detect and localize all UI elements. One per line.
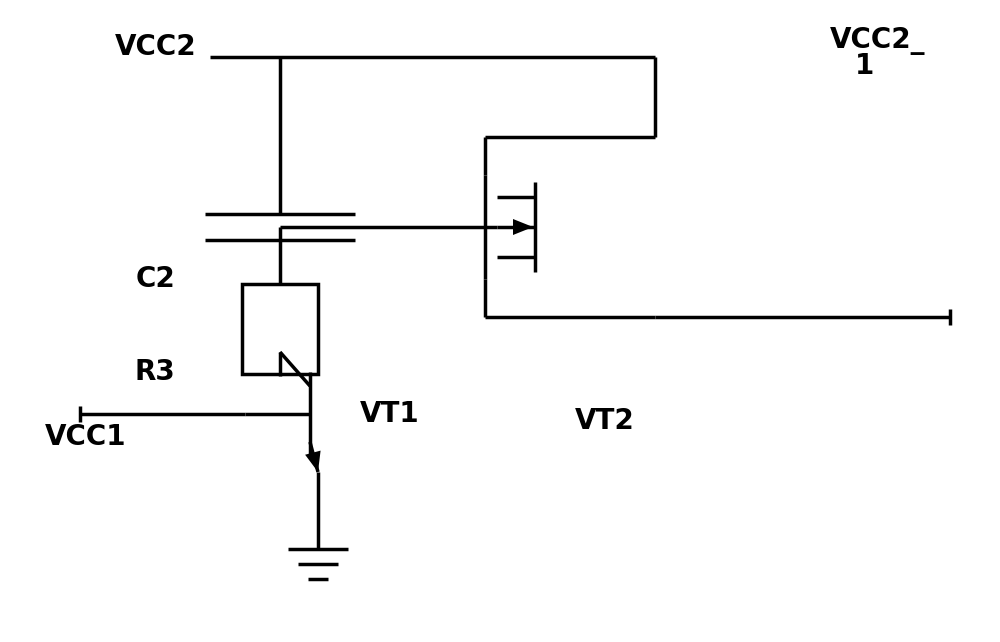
Text: VCC2: VCC2 — [115, 33, 197, 61]
Polygon shape — [513, 219, 533, 235]
Text: VT2: VT2 — [575, 406, 635, 435]
Text: C2: C2 — [135, 265, 175, 293]
Text: VCC1: VCC1 — [45, 422, 126, 451]
Polygon shape — [305, 451, 321, 472]
Text: 1: 1 — [855, 52, 874, 80]
Text: VCC2_: VCC2_ — [830, 26, 926, 55]
Text: VT1: VT1 — [360, 400, 420, 428]
Text: R3: R3 — [134, 358, 175, 386]
Bar — [242, 284, 318, 374]
